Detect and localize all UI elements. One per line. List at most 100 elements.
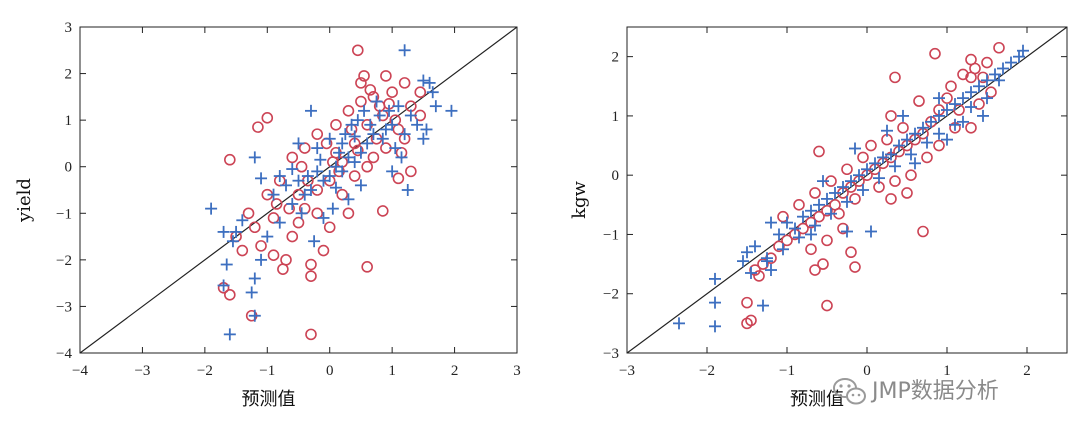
plus-point bbox=[873, 172, 885, 185]
plus-point bbox=[933, 127, 945, 140]
y-tick-label: −3 bbox=[56, 299, 72, 315]
y-tick-label: −2 bbox=[603, 287, 619, 303]
plus-point bbox=[709, 272, 721, 285]
x-tick-label: 0 bbox=[326, 363, 334, 379]
plus-point bbox=[417, 74, 430, 87]
plus-point bbox=[749, 240, 761, 253]
plus-point bbox=[813, 198, 825, 211]
plus-point bbox=[737, 255, 749, 268]
plus-point bbox=[298, 188, 311, 201]
circle-point bbox=[249, 221, 261, 234]
circle-point bbox=[277, 263, 289, 275]
plus-point bbox=[917, 121, 929, 134]
plus-point bbox=[273, 216, 286, 229]
plus-point bbox=[401, 184, 414, 196]
plot-frame bbox=[626, 26, 1068, 354]
plus-point bbox=[957, 115, 969, 128]
plus-point bbox=[841, 195, 853, 208]
y-tick-label: 0 bbox=[65, 160, 73, 176]
plus-point bbox=[793, 231, 805, 244]
circle-point bbox=[945, 80, 957, 93]
plus-point bbox=[236, 214, 249, 227]
x-axis-label: 预测值 bbox=[790, 389, 844, 410]
plus-point bbox=[426, 86, 439, 99]
circle-point bbox=[897, 121, 909, 134]
plus-point bbox=[973, 80, 985, 93]
plus-point bbox=[311, 142, 324, 155]
circle-point bbox=[255, 240, 267, 252]
plus-point bbox=[348, 156, 361, 169]
plus-point bbox=[354, 179, 367, 192]
plus-point bbox=[261, 230, 274, 243]
plus-point bbox=[280, 179, 293, 192]
plus-point bbox=[889, 160, 901, 173]
circle-point bbox=[981, 56, 993, 69]
plus-point bbox=[351, 114, 364, 127]
plus-point bbox=[709, 320, 721, 333]
plus-point bbox=[342, 151, 355, 164]
circle-point bbox=[348, 170, 361, 182]
plus-point bbox=[217, 279, 230, 292]
circle-point bbox=[355, 95, 367, 108]
circle-point bbox=[323, 221, 336, 234]
circle-point bbox=[261, 112, 274, 124]
circle-point bbox=[236, 244, 249, 257]
plus-point bbox=[336, 137, 349, 150]
x-tick-label: 2 bbox=[1023, 363, 1031, 379]
plus-point bbox=[292, 174, 305, 187]
circle-point bbox=[857, 151, 869, 164]
plus-point bbox=[925, 115, 937, 128]
plus-point bbox=[789, 222, 801, 235]
plus-point bbox=[993, 74, 1005, 87]
y-axis-label: yield bbox=[14, 178, 35, 223]
circle-point bbox=[367, 151, 380, 164]
watermark: JMP数据分析 bbox=[833, 378, 999, 405]
circle-point bbox=[267, 212, 280, 224]
watermark-text: JMP数据分析 bbox=[870, 379, 999, 404]
plus-point bbox=[897, 109, 909, 122]
y-tick-label: −1 bbox=[56, 206, 72, 222]
plus-point bbox=[805, 204, 817, 217]
plus-point bbox=[354, 146, 367, 159]
circle-point bbox=[805, 243, 817, 256]
circle-point bbox=[889, 71, 901, 84]
plus-point bbox=[781, 216, 793, 229]
plus-point bbox=[248, 272, 261, 285]
x-tick-label: 1 bbox=[943, 363, 951, 379]
circle-point bbox=[965, 121, 977, 134]
plus-point bbox=[304, 184, 317, 196]
circle-point bbox=[311, 207, 324, 220]
circle-point bbox=[741, 296, 753, 309]
yield-scatter-panel: −4 −3 −2 −1 0 1 2 3 −4 −3 −2 −1 0 1 2 3 预测值 yield bbox=[14, 20, 521, 410]
plus-point bbox=[977, 109, 989, 122]
circle-point bbox=[336, 188, 349, 201]
plus-point bbox=[311, 165, 324, 178]
plus-point bbox=[395, 151, 408, 164]
circle-point bbox=[280, 254, 292, 266]
x-tick-label: −1 bbox=[779, 363, 795, 379]
plus-point bbox=[358, 104, 371, 117]
plus-point bbox=[223, 328, 236, 341]
circle-point bbox=[901, 187, 913, 199]
plus-point bbox=[292, 137, 305, 150]
circle-point bbox=[358, 70, 370, 82]
plus-point bbox=[909, 157, 921, 170]
plus-point bbox=[933, 109, 945, 122]
plus-point bbox=[709, 296, 721, 309]
plus-point bbox=[941, 103, 953, 116]
circle-point bbox=[921, 151, 933, 164]
circle-point bbox=[849, 261, 861, 273]
circle-point bbox=[817, 258, 829, 270]
circle-point bbox=[845, 246, 857, 259]
plus-point bbox=[333, 146, 346, 159]
plus-point bbox=[853, 169, 865, 182]
circle-point bbox=[352, 44, 364, 57]
circle-point bbox=[969, 62, 981, 75]
plus-point bbox=[255, 172, 268, 185]
circle-point bbox=[913, 95, 925, 107]
plus-point bbox=[837, 181, 849, 194]
x-tick-label: −4 bbox=[72, 363, 88, 379]
plus-point bbox=[379, 123, 392, 136]
plus-point bbox=[339, 128, 352, 141]
circle-point bbox=[813, 210, 825, 223]
